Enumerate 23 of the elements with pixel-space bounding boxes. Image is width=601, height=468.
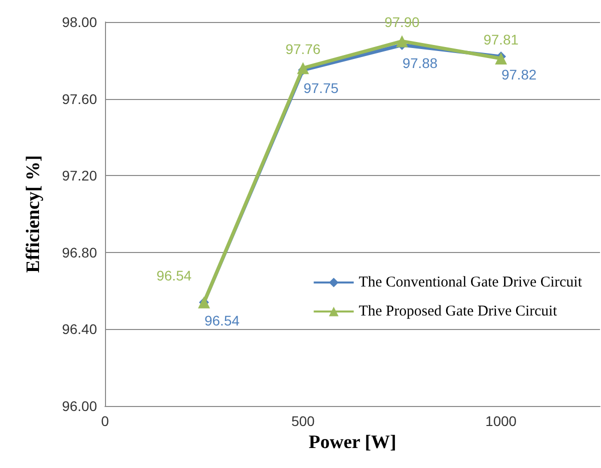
data-label: 97.88	[402, 55, 438, 72]
y-tick-label: 97.60	[62, 90, 98, 107]
x-tick-label: 0	[101, 413, 110, 429]
y-tick-label: 96.40	[62, 321, 98, 338]
x-axis-title: Power [W]	[308, 432, 396, 453]
data-label: 96.54	[204, 312, 240, 328]
legend-label: The Conventional Gate Drive Circuit	[358, 274, 583, 290]
data-label: 97.81	[483, 31, 519, 48]
point	[396, 35, 408, 48]
legend-label: The Proposed Gate Drive Circuit	[358, 304, 558, 320]
data-label: 97.82	[501, 66, 537, 83]
x-tick-label: 1000	[485, 413, 517, 429]
y-tick-label: 98.00	[62, 14, 98, 30]
point	[297, 62, 309, 74]
x-tick-label: 500	[291, 413, 315, 429]
y-axis-title: Efficiency[ %]	[23, 155, 44, 273]
point	[495, 52, 507, 64]
y-tick-label: 97.20	[62, 168, 98, 184]
data-label: 97.75	[303, 80, 339, 96]
data-label: 97.76	[285, 41, 321, 58]
data-label: 96.54	[156, 267, 192, 284]
y-tick-label: 96.80	[62, 244, 98, 260]
y-tick-label: 96.00	[62, 398, 98, 414]
